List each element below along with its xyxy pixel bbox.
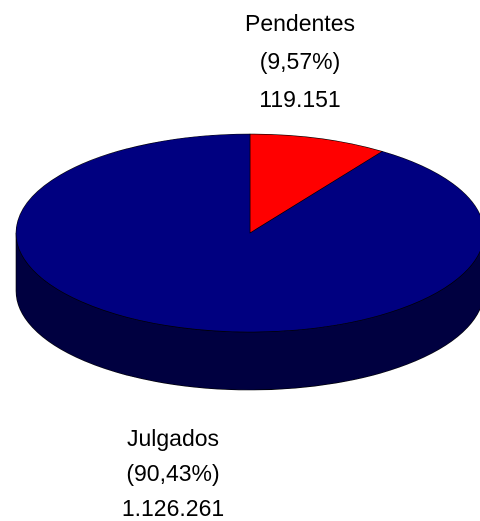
julgados-slice <box>15 133 480 333</box>
pendentes-percent-label: (9,57%) <box>260 48 341 74</box>
julgados-label: Julgados <box>127 425 219 451</box>
julgados-value-label: 1.126.261 <box>122 495 224 521</box>
pendentes-label: Pendentes <box>245 10 355 36</box>
pendentes-slice <box>249 133 384 234</box>
julgados-percent-label: (90,43%) <box>126 460 219 486</box>
pendentes-value-label: 119.151 <box>259 86 340 112</box>
pie-slices <box>15 133 480 333</box>
